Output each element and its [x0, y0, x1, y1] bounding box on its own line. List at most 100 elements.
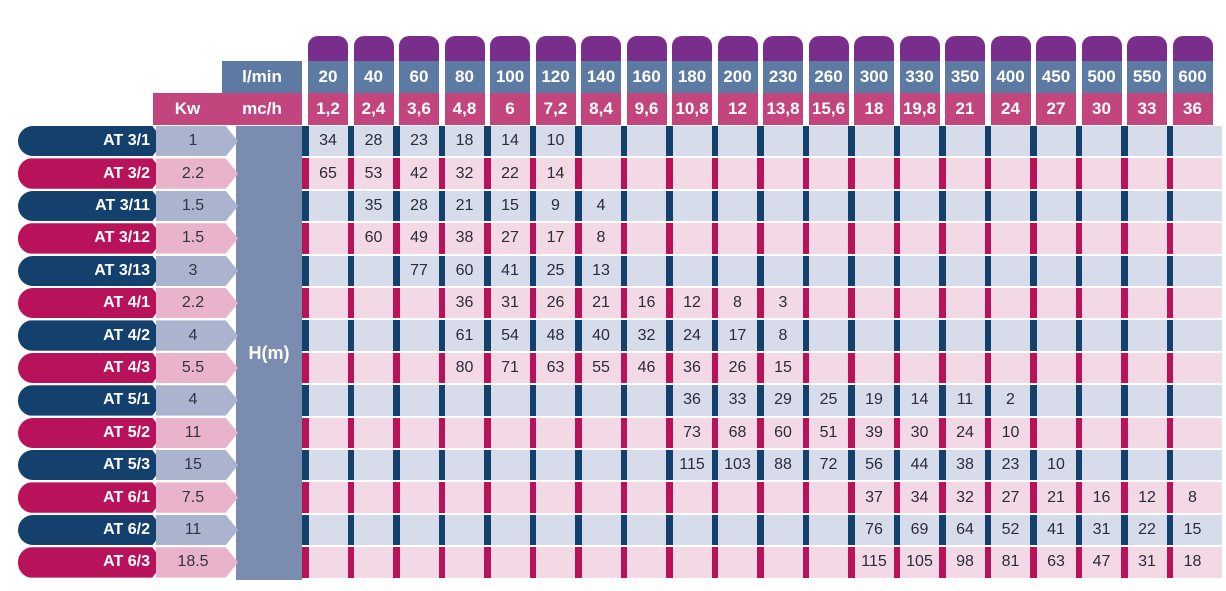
row-separator: [939, 126, 946, 157]
head-value-cell: [718, 256, 758, 286]
column-header-cap: [990, 36, 1031, 61]
head-value-cell: 68: [728, 423, 747, 441]
row-separator: [1030, 320, 1037, 351]
column-header-lpm: 20: [308, 61, 348, 93]
row-separator: [1075, 126, 1082, 157]
row-separator: [711, 482, 718, 513]
head-value-cell: 10: [1001, 423, 1020, 441]
row-separator: [529, 223, 536, 254]
head-value-cell: [1173, 223, 1213, 253]
row-separator: [893, 417, 900, 448]
column-header-lpm: 300: [854, 61, 894, 93]
head-value-cell: [581, 450, 621, 480]
column-header-cap: [717, 36, 758, 61]
power-kw-value: 7.5: [156, 482, 238, 513]
row-separator: [893, 482, 900, 513]
column-header-m3h: 6: [490, 93, 530, 125]
row-separator: [347, 158, 354, 189]
head-value-cell: [809, 158, 849, 188]
row-separator: [302, 288, 309, 319]
row-separator: [1075, 255, 1082, 286]
row-separator: [484, 190, 491, 222]
row-separator: [893, 190, 900, 222]
power-kw-value: 1.5: [156, 223, 238, 254]
row-separator: [757, 417, 764, 448]
head-value-cell: [354, 515, 394, 545]
row-separator: [1030, 255, 1037, 286]
head-value-cell: 52: [1001, 520, 1020, 538]
head-value-cell: 51: [819, 423, 838, 441]
column-header-m3h: 8,4: [581, 93, 621, 125]
head-value-cell: [536, 450, 576, 480]
row-separator: [1166, 450, 1173, 481]
head-value-cell: [1173, 320, 1213, 350]
head-value-cell: 56: [865, 456, 883, 474]
row-separator: [1166, 288, 1173, 319]
head-value-cell: 60: [364, 229, 383, 247]
head-value-cell: 25: [546, 261, 565, 279]
row-separator: [484, 223, 491, 254]
head-value-cell: [581, 385, 621, 415]
head-value-cell: [900, 191, 940, 221]
column-header-m3h: 21: [945, 93, 985, 125]
head-value-cell: 63: [1047, 553, 1065, 571]
head-value-cell: [1127, 450, 1167, 480]
row-separator: [347, 255, 354, 286]
head-value-cell: [854, 320, 894, 350]
row-separator: [939, 482, 946, 513]
power-kw-value: 2.2: [156, 288, 238, 319]
head-value-cell: 8: [778, 326, 788, 344]
head-value-cell: 32: [637, 326, 656, 344]
head-value-cell: [991, 256, 1031, 286]
row-separator: [848, 288, 855, 319]
head-value-cell: [627, 223, 667, 253]
row-separator: [529, 255, 536, 286]
head-value-cell: 34: [319, 132, 337, 150]
column-header-m3h: 10,8: [672, 93, 712, 125]
row-separator: [575, 385, 582, 416]
head-value-cell: 31: [1138, 553, 1156, 571]
head-value-cell: 21: [455, 196, 474, 214]
head-value-cell: [1036, 256, 1076, 286]
head-value-cell: 38: [455, 229, 474, 247]
row-separator: [1121, 190, 1128, 222]
row-separator: [1075, 352, 1082, 384]
row-separator: [575, 320, 582, 351]
row-separator: [757, 514, 764, 546]
row-separator: [711, 450, 718, 481]
row-separator: [984, 482, 991, 513]
head-value-cell: 22: [501, 164, 519, 182]
row-separator: [757, 288, 764, 319]
column-header-lpm: 400: [990, 61, 1031, 93]
column-header-cap: [945, 36, 985, 61]
row-separator: [393, 320, 400, 351]
row-separator: [893, 158, 900, 189]
row-separator: [393, 126, 400, 157]
head-value-cell: 115: [679, 456, 705, 474]
row-separator: [620, 450, 627, 481]
row-separator: [984, 385, 991, 416]
head-value-cell: 65: [319, 164, 337, 182]
row-separator: [1166, 482, 1173, 513]
power-kw-value: 11: [156, 514, 238, 546]
model-label: AT 6/1: [18, 482, 164, 513]
head-value-cell: [1082, 288, 1122, 318]
row-separator: [802, 158, 809, 189]
row-separator: [484, 126, 491, 157]
row-separator: [893, 223, 900, 254]
head-value-cell: 36: [683, 391, 701, 409]
row-separator: [1030, 450, 1037, 481]
head-value-cell: [445, 482, 485, 512]
head-value-cell: 17: [546, 229, 565, 247]
row-separator: [1030, 514, 1037, 546]
head-value-cell: [672, 482, 712, 512]
row-separator: [438, 450, 445, 481]
head-value-cell: 18: [455, 132, 474, 150]
row-separator: [939, 320, 946, 351]
head-value-cell: [308, 482, 348, 512]
head-value-cell: [900, 256, 940, 286]
model-label: AT 4/1: [18, 288, 164, 319]
power-kw-value: 5.5: [156, 352, 238, 384]
head-value-cell: [581, 126, 621, 156]
head-value-cell: 73: [683, 423, 701, 441]
